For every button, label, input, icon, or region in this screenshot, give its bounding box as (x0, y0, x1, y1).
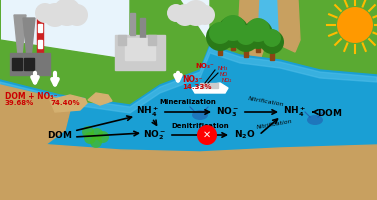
Polygon shape (210, 0, 377, 75)
Circle shape (97, 131, 109, 143)
Bar (37, 8, 43, 58)
Text: $\mathbf{NH_4^+}$: $\mathbf{NH_4^+}$ (284, 105, 307, 119)
Polygon shape (238, 0, 265, 60)
Circle shape (209, 22, 231, 44)
Text: 39.68%: 39.68% (5, 100, 34, 106)
Polygon shape (85, 88, 115, 103)
Text: NO₃⁻: NO₃⁻ (182, 75, 202, 84)
Polygon shape (23, 18, 35, 58)
Circle shape (220, 15, 246, 41)
Circle shape (263, 29, 281, 47)
Circle shape (236, 25, 256, 45)
Circle shape (167, 4, 185, 22)
Circle shape (53, 0, 81, 26)
Polygon shape (0, 0, 160, 105)
Polygon shape (258, 0, 280, 52)
Text: NH₃: NH₃ (217, 66, 227, 71)
Bar (38, 24, 42, 32)
Circle shape (90, 136, 102, 148)
Bar (118, 35, 126, 45)
Text: NO₂: NO₂ (222, 78, 233, 83)
Polygon shape (278, 0, 300, 52)
Bar (12, 58, 22, 70)
Circle shape (84, 132, 96, 144)
Circle shape (246, 18, 270, 42)
Circle shape (66, 4, 88, 26)
Bar (24, 58, 34, 70)
Circle shape (183, 0, 209, 26)
Circle shape (243, 19, 273, 49)
Polygon shape (0, 47, 377, 113)
Polygon shape (192, 83, 228, 93)
Circle shape (195, 5, 215, 25)
Text: DOM + NO₃⁻: DOM + NO₃⁻ (5, 92, 58, 101)
Bar (218, 40, 222, 55)
Polygon shape (88, 93, 112, 105)
Text: $\mathbf{DOM}$: $\mathbf{DOM}$ (48, 130, 73, 140)
Text: 74.40%: 74.40% (50, 100, 80, 106)
Ellipse shape (192, 110, 208, 120)
Circle shape (260, 30, 284, 54)
Bar (140, 18, 145, 38)
Bar (244, 42, 248, 57)
Text: Nitrification: Nitrification (256, 118, 293, 130)
Polygon shape (50, 95, 90, 112)
Circle shape (91, 128, 103, 140)
Bar (38, 40, 42, 48)
Circle shape (206, 23, 234, 51)
Text: Denitrification: Denitrification (171, 123, 229, 129)
Text: 14.33%: 14.33% (182, 84, 211, 90)
Bar (10, 53, 50, 75)
Text: Nitrification: Nitrification (248, 96, 285, 107)
Circle shape (43, 3, 67, 27)
Circle shape (337, 7, 373, 43)
Text: ✕: ✕ (203, 130, 211, 140)
Circle shape (82, 126, 94, 138)
Text: $\mathbf{DOM}$: $\mathbf{DOM}$ (317, 106, 343, 117)
Bar (256, 37, 260, 52)
Bar (148, 35, 156, 45)
Bar (231, 35, 235, 50)
Ellipse shape (307, 115, 323, 125)
Polygon shape (0, 85, 70, 200)
Text: $\mathbf{NH_4^+}$: $\mathbf{NH_4^+}$ (136, 105, 159, 119)
Polygon shape (130, 0, 210, 105)
Circle shape (35, 3, 55, 23)
Bar (125, 38, 155, 60)
Circle shape (174, 4, 196, 26)
Polygon shape (0, 140, 377, 200)
Polygon shape (14, 15, 26, 55)
Bar (115, 35, 165, 70)
Text: NO: NO (220, 72, 228, 77)
Bar (200, 83, 218, 88)
Circle shape (217, 16, 249, 48)
Text: $\mathbf{N_2O}$: $\mathbf{N_2O}$ (234, 129, 256, 141)
Bar (130, 13, 135, 35)
Polygon shape (0, 45, 377, 200)
Text: Mineralization: Mineralization (159, 99, 216, 105)
Text: NO₃⁻: NO₃⁻ (195, 63, 214, 69)
Text: $\mathbf{NO_3^-}$: $\mathbf{NO_3^-}$ (216, 105, 239, 119)
Circle shape (233, 26, 259, 52)
Text: $\mathbf{NO_2^-}$: $\mathbf{NO_2^-}$ (143, 128, 167, 142)
Circle shape (197, 125, 217, 145)
Bar (270, 45, 274, 60)
